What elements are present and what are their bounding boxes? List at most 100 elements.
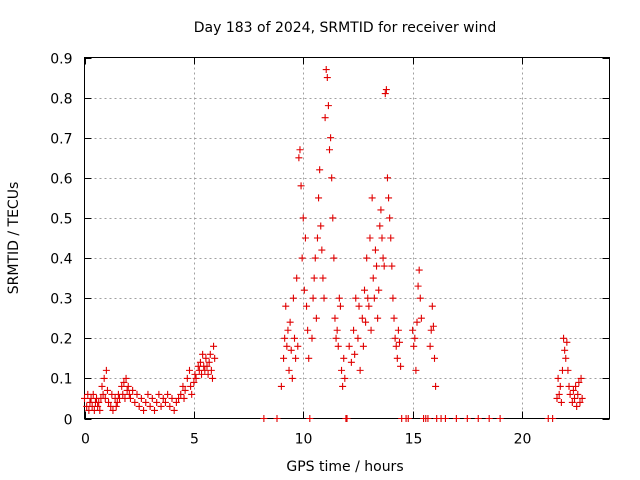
data-point xyxy=(365,302,373,310)
data-point xyxy=(340,354,348,362)
y-tick-label: 0.3 xyxy=(50,292,72,308)
data-point xyxy=(333,326,341,334)
data-point xyxy=(287,346,295,354)
data-point xyxy=(575,378,583,386)
data-point xyxy=(308,334,316,342)
data-point xyxy=(382,86,390,94)
data-point xyxy=(441,415,449,422)
data-point xyxy=(148,394,156,402)
data-point xyxy=(323,74,331,82)
data-point xyxy=(396,338,403,346)
data-point xyxy=(378,234,386,242)
data-point xyxy=(373,262,381,270)
data-point xyxy=(192,374,200,382)
data-point xyxy=(157,402,165,410)
data-point xyxy=(186,366,193,374)
data-point xyxy=(474,415,482,422)
data-point xyxy=(301,234,309,242)
data-point xyxy=(204,370,212,378)
data-point xyxy=(578,394,586,402)
data-point xyxy=(144,390,152,398)
data-point xyxy=(296,146,304,154)
data-point xyxy=(103,386,111,394)
data-point xyxy=(347,358,355,366)
data-point xyxy=(289,294,297,302)
data-point xyxy=(273,415,281,422)
data-point xyxy=(561,346,569,354)
data-point xyxy=(187,382,195,390)
data-point xyxy=(549,415,557,422)
data-point xyxy=(367,326,375,334)
gridlines xyxy=(84,57,610,419)
data-point xyxy=(329,214,337,222)
data-point xyxy=(151,406,158,414)
tick-marks xyxy=(84,57,610,420)
data-point xyxy=(562,354,570,362)
data-point xyxy=(190,378,198,386)
data-point xyxy=(284,326,292,334)
data-point xyxy=(282,302,290,310)
data-point xyxy=(322,66,330,74)
data-point xyxy=(137,394,145,402)
data-point xyxy=(294,342,302,350)
data-point xyxy=(172,398,180,406)
data-point xyxy=(199,350,207,358)
data-point xyxy=(311,254,319,262)
data-point xyxy=(129,386,137,394)
x-tick-label: 0 xyxy=(81,432,90,448)
data-point xyxy=(101,394,109,402)
data-point xyxy=(198,370,206,378)
data-point xyxy=(96,406,104,414)
data-point xyxy=(303,302,311,310)
y-tick-label: 0.2 xyxy=(50,332,72,348)
data-point xyxy=(210,342,218,350)
plot-frame xyxy=(84,57,610,419)
data-point xyxy=(364,294,372,302)
data-point xyxy=(393,354,401,362)
data-point xyxy=(260,415,268,422)
y-tick-labels: 0 0.1 0.2 0.3 0.4 0.5 0.6 0.7 0.8 0.9 xyxy=(50,52,72,429)
data-point xyxy=(366,234,374,242)
data-point xyxy=(563,338,571,346)
data-point xyxy=(142,398,150,406)
data-point xyxy=(397,362,405,370)
data-point xyxy=(112,402,120,410)
data-point xyxy=(574,390,582,398)
data-point xyxy=(334,342,342,350)
data-point xyxy=(166,402,174,410)
data-point xyxy=(381,90,389,98)
data-point xyxy=(577,374,585,382)
y-tick-label: 0.4 xyxy=(50,252,72,268)
data-point xyxy=(568,398,576,406)
data-point xyxy=(424,415,432,422)
data-point xyxy=(413,318,421,326)
data-point xyxy=(205,358,213,366)
data-point xyxy=(118,382,126,390)
y-tick-label: 0.8 xyxy=(50,92,72,108)
data-point xyxy=(164,390,172,398)
data-point xyxy=(394,326,402,334)
data-point xyxy=(555,390,563,398)
data-point xyxy=(336,302,344,310)
data-point xyxy=(320,294,328,302)
data-point xyxy=(376,222,384,230)
data-point xyxy=(341,374,349,382)
y-tick-label: 0.7 xyxy=(50,132,72,148)
data-point xyxy=(124,382,132,390)
data-point xyxy=(377,206,385,214)
data-point xyxy=(183,374,191,382)
data-point xyxy=(133,390,141,398)
data-point xyxy=(181,386,189,394)
data-point xyxy=(304,326,312,334)
data-point xyxy=(553,394,561,402)
data-point xyxy=(368,194,376,202)
data-point xyxy=(338,366,346,374)
data-point xyxy=(452,415,460,422)
x-tick-labels: 0 5 10 15 20 xyxy=(81,432,531,448)
data-point xyxy=(298,254,306,262)
chart-title: Day 183 of 2024, SRMTID for receiver win… xyxy=(194,20,497,36)
data-point xyxy=(571,394,578,402)
data-point xyxy=(392,342,400,350)
data-point xyxy=(206,350,214,358)
